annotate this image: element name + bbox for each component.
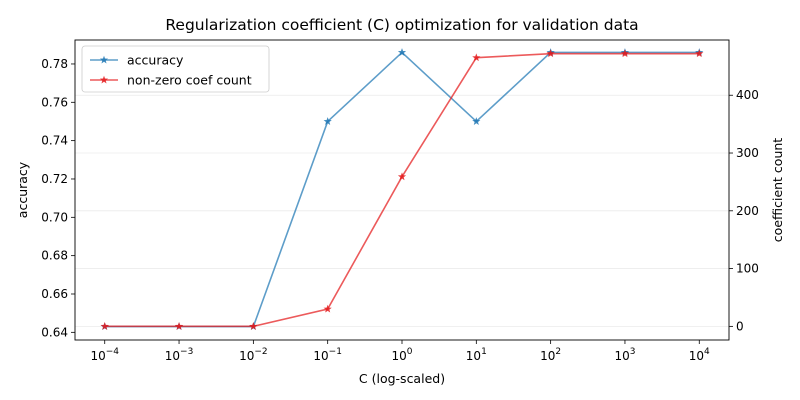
x-axis: 10−4 10−3 10−2 10−1 100 101 102 103 104 — [90, 340, 710, 363]
legend-label-non-zero-coef-count: non-zero coef count — [127, 73, 252, 88]
y-axis-left: 0.64 0.66 0.68 0.70 0.72 0.74 0.76 0.78 — [41, 57, 75, 339]
legend-marker-non-zero-coef-count — [99, 75, 109, 84]
x-tick-label: 101 — [466, 347, 487, 363]
y-axis-left-title: accuracy — [15, 161, 30, 218]
series-point-non-zero-coef-count — [546, 49, 555, 58]
y2-tick-label: 100 — [736, 262, 759, 276]
x-tick-label: 10−2 — [239, 347, 268, 363]
y-axis-right-title: coefficient count — [770, 138, 785, 242]
x-axis-title: C (log-scaled) — [359, 371, 445, 386]
chart-title: Regularization coefficient (C) optimizat… — [165, 16, 638, 34]
y2-tick-label: 300 — [736, 146, 759, 160]
series-point-non-zero-coef-count — [695, 49, 704, 58]
series-point-non-zero-coef-count — [620, 49, 630, 58]
y-tick-label: 0.72 — [41, 172, 68, 186]
y2-tick-label: 200 — [736, 204, 759, 218]
legend: accuracy non-zero coef count — [81, 45, 270, 93]
legend-marker-accuracy — [99, 55, 109, 64]
series-point-non-zero-coef-count — [174, 322, 184, 330]
y-tick-label: 0.70 — [41, 210, 68, 224]
series-layer — [100, 48, 704, 331]
x-tick-label: 104 — [689, 347, 710, 363]
series-point-accuracy — [323, 117, 332, 125]
x-tick-label: 103 — [614, 347, 635, 363]
y2-tick-label: 0 — [736, 319, 744, 333]
legend-label-accuracy: accuracy — [127, 53, 184, 68]
y-axis-right: 0 100 200 300 400 — [729, 88, 759, 333]
legend-frame — [81, 45, 270, 93]
y-tick-label: 0.64 — [41, 325, 68, 339]
series-point-non-zero-coef-count — [472, 53, 481, 62]
x-tick-label: 10−1 — [313, 347, 342, 363]
series-point-non-zero-coef-count — [397, 172, 407, 181]
y-tick-label: 0.78 — [41, 57, 68, 71]
series-point-accuracy — [397, 48, 407, 56]
x-tick-label: 102 — [540, 347, 561, 363]
y-tick-label: 0.74 — [41, 134, 68, 148]
x-tick-label: 10−3 — [165, 347, 194, 363]
series-point-non-zero-coef-count — [249, 322, 258, 330]
series-point-non-zero-coef-count — [323, 304, 332, 313]
series-point-non-zero-coef-count — [100, 322, 109, 330]
y-tick-label: 0.68 — [41, 249, 68, 263]
x-tick-label: 10−4 — [90, 347, 119, 363]
x-tick-label: 100 — [391, 347, 412, 363]
y2-tick-label: 400 — [736, 88, 759, 102]
series-point-accuracy — [472, 117, 481, 125]
y-tick-label: 0.66 — [41, 287, 68, 301]
y-tick-label: 0.76 — [41, 95, 68, 109]
